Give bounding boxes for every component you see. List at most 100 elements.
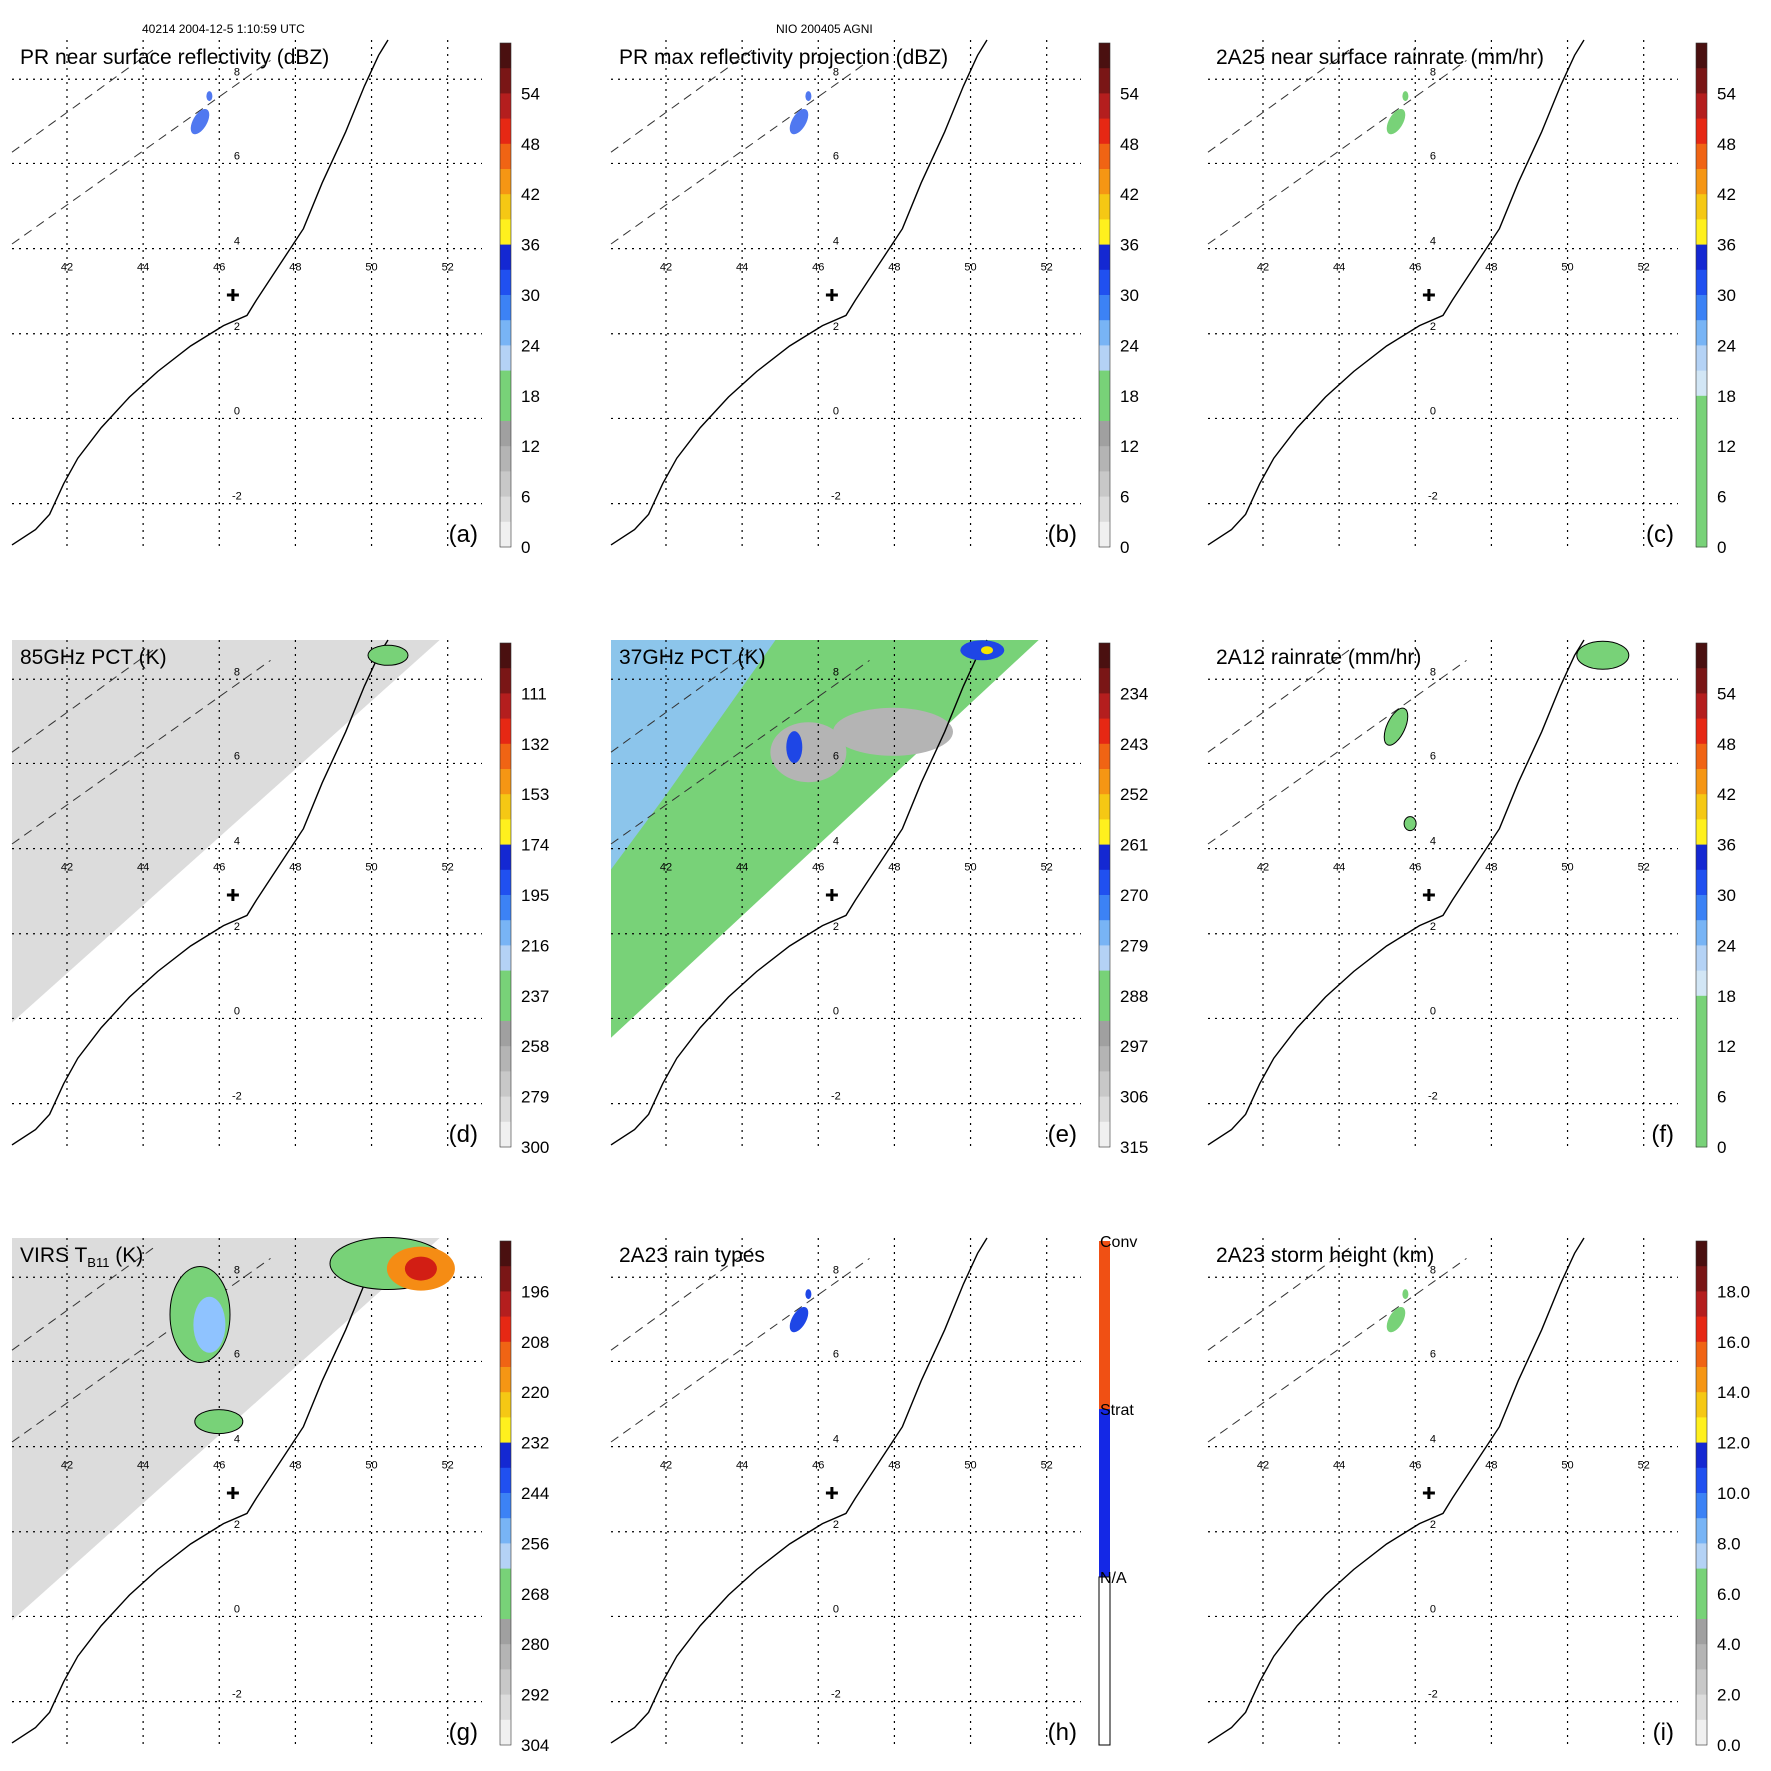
- latitude-label: 0: [833, 405, 839, 417]
- colorbar-band: [1696, 219, 1707, 246]
- colorbar-label: 237: [521, 987, 549, 1006]
- latitude-label: 0: [1430, 1603, 1436, 1615]
- colorbar-band: [1696, 295, 1707, 321]
- longitude-label: 50: [1561, 1460, 1573, 1472]
- colorbar-band: [500, 269, 511, 296]
- longitude-label: 48: [1485, 1460, 1497, 1472]
- longitude-label: 52: [1638, 262, 1650, 274]
- colorbar-band: [1099, 769, 1110, 795]
- cold-cloud: [404, 1256, 437, 1281]
- rain-cell: [789, 1306, 809, 1333]
- colorbar-band: [1696, 446, 1707, 472]
- coastline: [1207, 639, 1585, 1146]
- colorbar-label: 256: [521, 1534, 549, 1553]
- colorbar-band-na: [1098, 1576, 1111, 1746]
- colorbar-label: 216: [521, 936, 549, 955]
- colorbar-band: [500, 668, 511, 694]
- latitude-label: 8: [234, 666, 240, 678]
- colorbar: 196 208 220 232 244 256 268 280 292 304: [499, 1240, 549, 1755]
- colorbar-band: [1696, 1467, 1707, 1494]
- colorbar-label: 234: [1120, 684, 1148, 703]
- colorbar-band: [1099, 945, 1110, 972]
- colorbar-label: 14.0: [1717, 1383, 1750, 1402]
- panel-letter: (d): [449, 1121, 478, 1148]
- colorbar-band: [1696, 244, 1707, 271]
- longitude-label: 42: [660, 262, 672, 274]
- colorbar-label: 12: [521, 437, 540, 456]
- colorbar-label: 48: [1717, 735, 1736, 754]
- colorbar-band: [1696, 743, 1707, 770]
- longitude-label: 42: [61, 262, 73, 274]
- colorbar-band: [500, 1467, 511, 1494]
- longitude-label: 48: [888, 262, 900, 274]
- colorbar-band: [1696, 794, 1707, 820]
- colorbar-label: 42: [1717, 785, 1736, 804]
- panel-letter: (b): [1048, 521, 1077, 548]
- colorbar-band: [1696, 1021, 1707, 1047]
- latitude-label: -2: [232, 1091, 242, 1103]
- colorbar-band: [1099, 718, 1110, 745]
- colorbar-band: [500, 743, 511, 770]
- colorbar-band: [1099, 1046, 1110, 1072]
- longitude-label: 50: [365, 1460, 377, 1472]
- colorbar-band: [1099, 1071, 1110, 1098]
- colorbar-label: 54: [521, 84, 540, 103]
- colorbar-label: 12: [1120, 437, 1139, 456]
- cold-cell: [786, 731, 803, 764]
- latitude-label: 0: [1430, 1005, 1436, 1017]
- rain-cell: [805, 1289, 812, 1300]
- colorbar-label: 54: [1717, 84, 1736, 103]
- colorbar-band: [1099, 219, 1110, 246]
- colorbar-band: [500, 370, 511, 397]
- storm-center-marker: [226, 289, 239, 301]
- colorbar-band: [500, 1316, 511, 1343]
- colorbar-band: [500, 1392, 511, 1418]
- colorbar-band: [500, 345, 511, 372]
- colorbar-band: [1099, 143, 1110, 170]
- latitude-label: 2: [1430, 321, 1436, 333]
- coastline: [1207, 1237, 1585, 1744]
- latitude-label: 4: [1430, 236, 1436, 248]
- colorbar-label: 268: [521, 1585, 549, 1604]
- colorbar-band: [1696, 1518, 1707, 1544]
- colorbar-band: [500, 995, 511, 1022]
- colorbar-band: [500, 1719, 511, 1746]
- colorbar-band: [500, 68, 511, 94]
- colorbar-label: 18: [1717, 387, 1736, 406]
- longitude-label: 52: [442, 1460, 454, 1472]
- colorbar-label: 8.0: [1717, 1534, 1741, 1553]
- colorbar-band: [1696, 643, 1707, 669]
- colorbar-band: [500, 1121, 511, 1148]
- colorbar-frame: [1695, 642, 1708, 1148]
- latitude-label: 0: [234, 1603, 240, 1615]
- longitude-label: 48: [1485, 862, 1497, 874]
- colorbar-label: 315: [1120, 1138, 1148, 1157]
- latitude-label: 8: [1430, 66, 1436, 78]
- colorbar-band: [500, 869, 511, 896]
- colorbar-band: [1099, 496, 1110, 523]
- longitude-label: 44: [137, 862, 149, 874]
- colorbar-band: [1696, 471, 1707, 498]
- latitude-label: 8: [833, 66, 839, 78]
- longitude-label: 48: [1485, 262, 1497, 274]
- colorbar-band: [500, 1071, 511, 1098]
- longitude-label: 48: [289, 1460, 301, 1472]
- coastline: [610, 39, 988, 546]
- latitude-label: 6: [234, 750, 240, 762]
- colorbar-band: [500, 1593, 511, 1620]
- panel-title: 2A12 rainrate (mm/hr): [1216, 646, 1421, 669]
- latitude-label: 6: [1430, 150, 1436, 162]
- latitude-label: 2: [234, 1519, 240, 1531]
- rain-cell: [1402, 1289, 1409, 1300]
- colorbar-band: [500, 1291, 511, 1318]
- colorbar-band: [1696, 1644, 1707, 1670]
- rain-cell: [190, 108, 210, 135]
- longitude-label: 46: [213, 262, 225, 274]
- colorbar-band: [500, 1493, 511, 1519]
- latitude-label: 8: [234, 66, 240, 78]
- colorbar-label: 30: [1717, 286, 1736, 305]
- rain-cell: [1386, 1306, 1406, 1333]
